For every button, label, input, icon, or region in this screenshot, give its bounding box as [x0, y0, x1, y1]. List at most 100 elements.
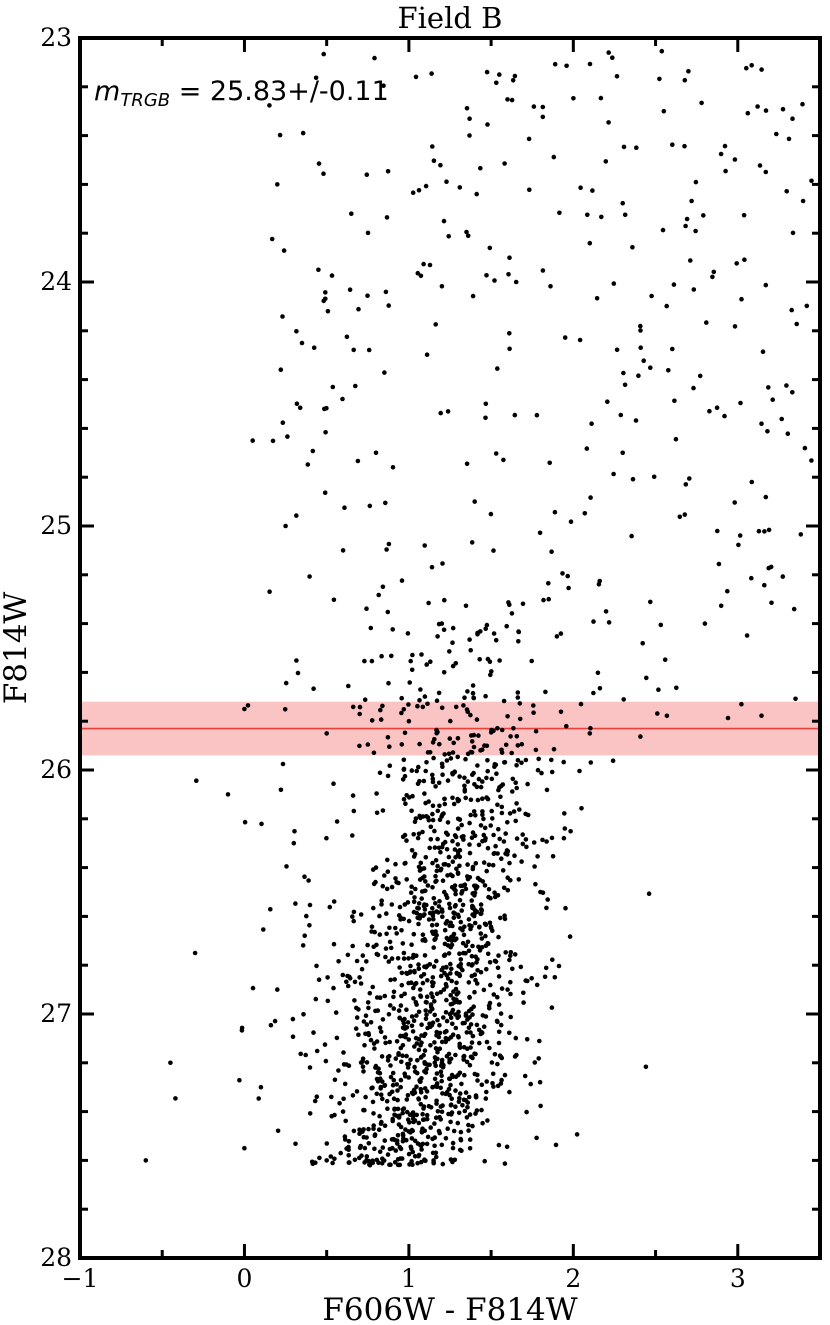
star-point [416, 188, 422, 193]
star-point [384, 911, 389, 916]
star-point [540, 268, 546, 273]
star-point [404, 1137, 409, 1143]
star-point [434, 878, 439, 884]
star-point [644, 675, 649, 681]
star-point [417, 916, 423, 921]
star-point [283, 680, 289, 686]
star-point [587, 240, 593, 246]
star-point [491, 631, 497, 636]
star-point [457, 1000, 462, 1005]
star-point [410, 1110, 416, 1115]
star-point [278, 787, 284, 793]
star-point [497, 836, 503, 842]
star-point [269, 236, 275, 242]
star-point [495, 1061, 500, 1067]
star-point [547, 460, 552, 466]
star-point [674, 685, 679, 691]
star-point [272, 1018, 278, 1024]
star-point [495, 802, 500, 808]
star-point [414, 1013, 419, 1018]
star-point [365, 1000, 371, 1005]
star-point [439, 284, 445, 289]
star-point [413, 1000, 419, 1005]
star-point [462, 783, 467, 789]
star-point [392, 1107, 397, 1112]
star-point [353, 383, 358, 389]
star-point [446, 937, 451, 943]
star-point [439, 1073, 444, 1078]
star-point [471, 1004, 477, 1009]
star-point [497, 658, 502, 663]
star-point [311, 345, 317, 351]
star-point [388, 977, 393, 983]
star-point [448, 718, 453, 724]
star-point [383, 946, 389, 951]
star-point [416, 1047, 422, 1053]
star-point [400, 1107, 406, 1112]
star-point [310, 448, 316, 454]
star-point [479, 1107, 484, 1113]
star-point [426, 600, 431, 606]
star-point [352, 998, 357, 1003]
star-point [780, 574, 786, 579]
star-point [770, 397, 775, 403]
star-point [371, 1111, 376, 1116]
star-point [422, 1048, 428, 1053]
star-point [239, 1028, 245, 1033]
star-point [314, 1094, 320, 1099]
star-point [341, 1062, 347, 1067]
star-point [472, 782, 477, 787]
star-point [399, 742, 405, 747]
star-point [422, 1031, 428, 1037]
star-point [410, 1162, 415, 1167]
star-point [636, 373, 641, 379]
star-point [324, 1158, 330, 1163]
star-point [655, 711, 660, 716]
star-point [478, 902, 484, 907]
star-point [736, 542, 741, 548]
star-point [364, 1060, 370, 1065]
star-point [430, 772, 435, 778]
star-point [416, 1096, 421, 1101]
star-point [486, 894, 491, 900]
star-point [484, 1039, 490, 1045]
star-point [784, 383, 789, 388]
star-point [482, 883, 488, 888]
star-point [464, 461, 470, 467]
star-point [432, 1012, 438, 1018]
star-point [414, 768, 420, 774]
star-point [427, 1021, 432, 1027]
star-point [455, 912, 461, 918]
star-point [343, 1118, 349, 1124]
star-point [556, 963, 562, 969]
star-point [351, 1128, 357, 1134]
star-point [597, 686, 603, 691]
star-point [387, 763, 393, 768]
star-point [324, 1141, 330, 1146]
star-point [448, 993, 454, 998]
star-point [364, 1157, 369, 1163]
star-point [344, 1146, 349, 1151]
star-point [711, 269, 717, 275]
star-point [375, 1008, 381, 1013]
star-point [401, 956, 407, 961]
star-point [535, 767, 541, 773]
star-point [399, 710, 404, 716]
star-point [461, 1097, 467, 1103]
star-point [486, 862, 492, 868]
star-point [378, 1092, 384, 1097]
star-point [245, 703, 251, 708]
star-point [467, 1112, 473, 1117]
star-point [718, 603, 724, 609]
star-point [804, 303, 810, 309]
star-point [482, 921, 488, 927]
star-point [411, 1119, 416, 1125]
star-point [361, 1127, 366, 1132]
star-point [477, 657, 483, 662]
star-point [480, 1120, 485, 1126]
star-point [574, 1132, 580, 1137]
star-point [487, 920, 493, 926]
star-point [640, 641, 645, 646]
star-point [398, 1003, 404, 1008]
star-point [606, 120, 611, 125]
